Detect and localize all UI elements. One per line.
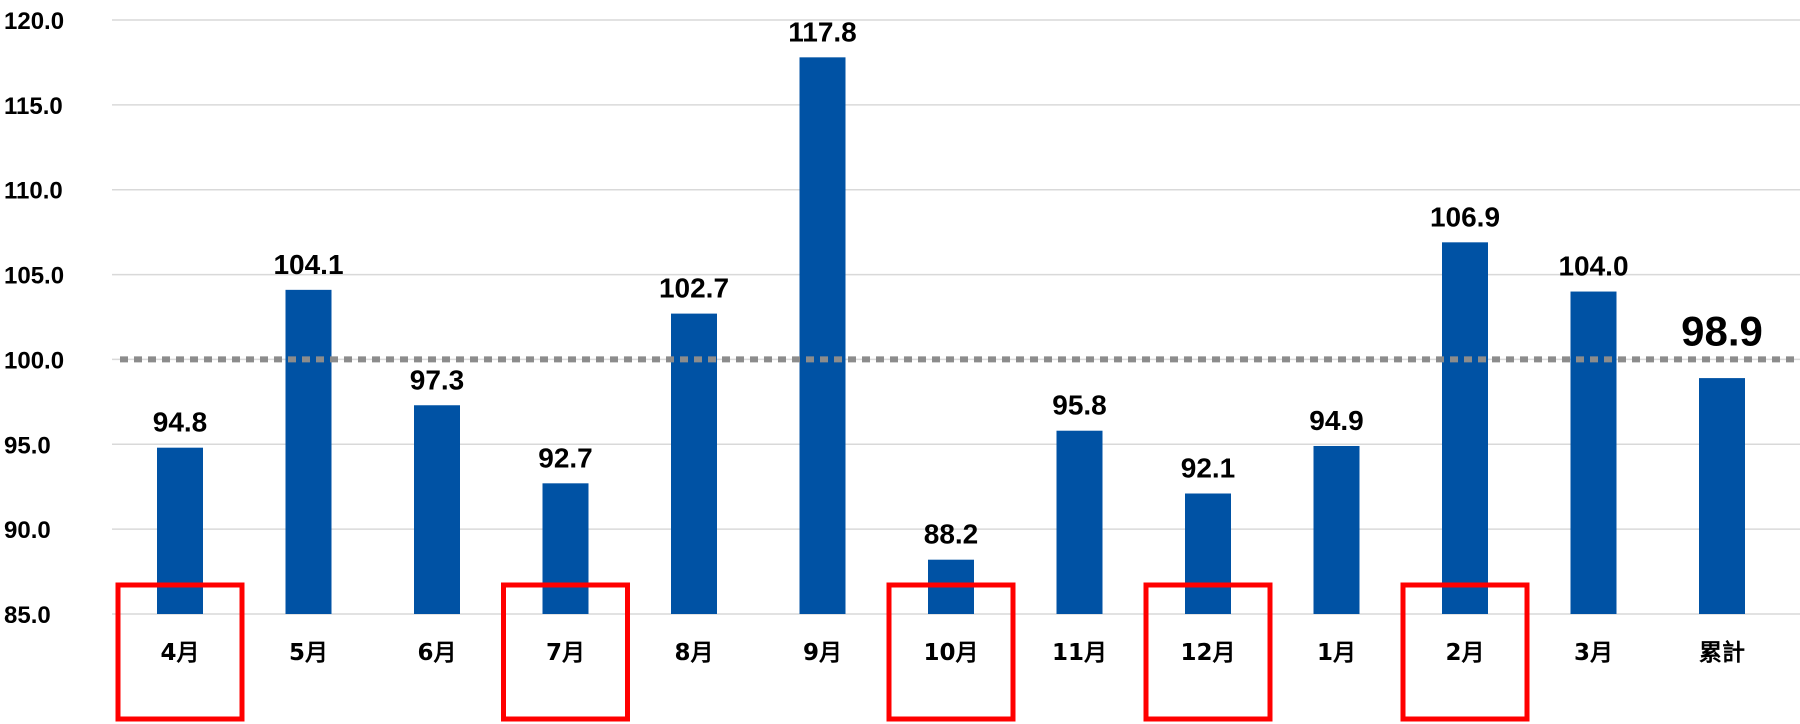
y-tick-label: 105.0: [4, 263, 64, 290]
bar: [285, 289, 332, 614]
bar: [157, 447, 203, 614]
y-tick-label: 90.0: [4, 517, 51, 544]
x-axis-ticks: 4月 5月 6月 7月 8月 9月 10月 11月 12月 1月 2月 3月 累計: [160, 639, 1745, 666]
highlight-boxes: [115, 582, 1530, 722]
x-tick-label: 4月: [160, 640, 199, 666]
bar: [414, 405, 460, 614]
x-tick-label: 6月: [417, 640, 456, 666]
y-tick-label: 100.0: [4, 347, 64, 374]
bar: [1056, 430, 1103, 614]
bar: [1313, 445, 1360, 614]
highlight-box: [1143, 582, 1273, 722]
y-tick-label: 95.0: [4, 432, 51, 459]
data-label: 104.1: [273, 249, 343, 280]
bar: [1699, 378, 1745, 614]
total-data-label: 98.9: [1681, 307, 1763, 354]
highlight-box: [115, 582, 245, 722]
x-tick-label: 1月: [1317, 640, 1356, 666]
data-labels: 94.8 104.1 97.3 92.7 102.7 117.8 88.2 95.8 92.1 9…: [153, 16, 1763, 549]
data-label: 104.0: [1558, 251, 1628, 282]
bar: [671, 313, 717, 614]
y-tick-label: 120.0: [4, 8, 64, 35]
bar: [1570, 291, 1617, 614]
data-label: 92.7: [538, 442, 593, 473]
data-label: 94.9: [1309, 405, 1364, 436]
x-tick-label: 7月: [546, 640, 585, 666]
bar: [1185, 493, 1231, 614]
data-label: 88.2: [924, 519, 979, 550]
y-tick-label: 110.0: [4, 178, 63, 205]
y-axis-ticks: 85.0 90.0 95.0 100.0 105.0 110.0 115.0 120.0: [4, 8, 64, 629]
data-label: 95.8: [1052, 390, 1107, 421]
data-label: 94.8: [153, 407, 208, 438]
x-tick-label: 3月: [1574, 640, 1613, 666]
highlight-box: [886, 582, 1016, 722]
x-tick-label: 累計: [1699, 639, 1745, 666]
data-label: 117.8: [788, 16, 857, 47]
x-tick-label: 9月: [803, 640, 842, 666]
data-label: 97.3: [410, 364, 465, 395]
bar: [542, 483, 589, 614]
data-label: 92.1: [1181, 453, 1236, 484]
highlight-box: [1400, 582, 1530, 722]
x-tick-label: 12月: [1180, 640, 1235, 666]
y-tick-label: 85.0: [4, 602, 51, 629]
x-tick-label: 2月: [1445, 640, 1484, 666]
x-tick-label: 10月: [923, 640, 978, 666]
y-tick-label: 115.0: [4, 93, 63, 120]
x-tick-label: 8月: [674, 640, 713, 666]
data-label: 106.9: [1430, 201, 1500, 232]
bar: [1442, 242, 1488, 614]
bars: [157, 57, 1745, 614]
x-tick-label: 11月: [1052, 640, 1107, 666]
x-tick-label: 5月: [289, 640, 328, 666]
bar: [799, 57, 846, 614]
highlight-box: [501, 582, 630, 722]
data-label: 102.7: [659, 273, 729, 304]
